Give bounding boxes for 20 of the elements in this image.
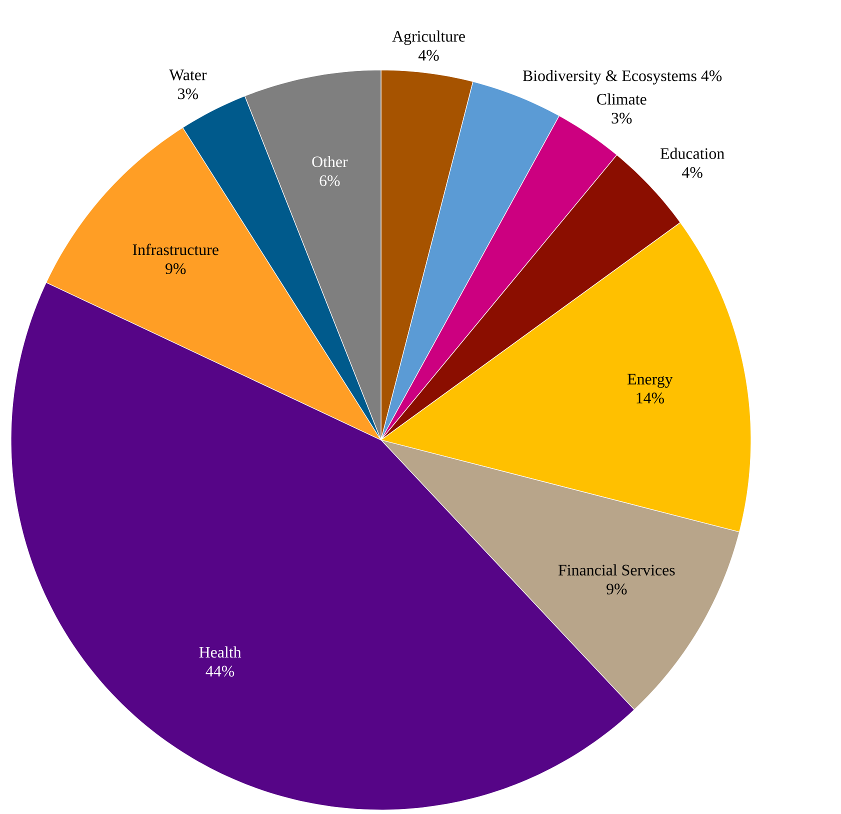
data-label: 3%	[612, 112, 632, 124]
slice-label: Other	[312, 156, 348, 168]
slice-label: Education	[660, 148, 724, 159]
data-label: 44%	[206, 666, 234, 677]
data-label: 14%	[636, 392, 664, 404]
data-label: 9%	[166, 263, 186, 274]
data-label: 4%	[701, 70, 722, 82]
slice-label: Agriculture	[392, 30, 465, 46]
data-label: 6%	[320, 175, 340, 186]
slice-label: Health	[199, 646, 242, 658]
slice-label: Financial Services	[558, 564, 675, 576]
data-label: 3%	[178, 88, 198, 100]
data-label: 4%	[682, 167, 702, 178]
slice-label: Climate	[597, 93, 646, 105]
data-label: 9%	[606, 584, 627, 594]
slice-label: Water	[169, 70, 207, 80]
slice-label: Infrastructure	[132, 244, 218, 256]
slice-label: Biodiversity & Ecosystems	[522, 70, 696, 84]
slice-label: Energy	[628, 374, 673, 388]
data-label: 4%	[418, 50, 439, 61]
